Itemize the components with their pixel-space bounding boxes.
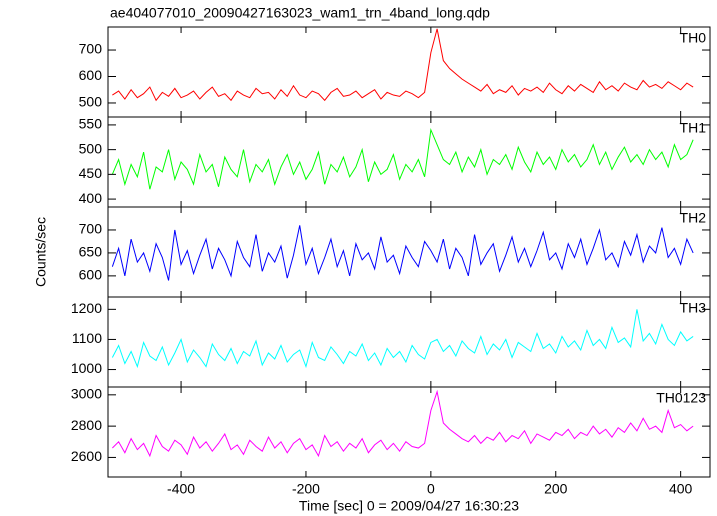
panel-label: TH2 (680, 210, 707, 226)
panel-frame (107, 296, 711, 388)
x-tick-label: 0 (427, 481, 435, 497)
x-tick-label: 400 (669, 481, 693, 497)
y-tick-label: 2600 (71, 448, 102, 464)
y-tick-label: 650 (79, 244, 103, 260)
x-tick-label: -400 (167, 481, 195, 497)
panel-label: TH0123 (656, 390, 706, 406)
chart-title: ae404077010_20090427163023_wam1_trn_4ban… (110, 5, 490, 21)
panel-label: TH0 (680, 30, 707, 46)
light-curve (111, 309, 694, 369)
light-curve (112, 28, 694, 102)
x-tick-label: -200 (292, 481, 320, 497)
light-curve (111, 127, 694, 190)
y-tick-label: 500 (79, 94, 103, 110)
y-tick-label: 3000 (71, 386, 102, 402)
light-curve (112, 389, 694, 458)
y-tick-label: 700 (79, 221, 103, 237)
x-tick-label: 200 (544, 481, 568, 497)
panel-label: TH1 (680, 120, 707, 136)
y-tick-label: 600 (79, 267, 103, 283)
panel-label: TH3 (680, 300, 707, 316)
y-tick-label: 550 (79, 116, 103, 132)
panel-frame (107, 386, 711, 478)
y-tick-label: 500 (79, 140, 103, 156)
y-tick-label: 600 (79, 67, 103, 83)
x-axis-label: Time [sec] 0 = 2009/04/27 16:30:23 (299, 498, 519, 514)
y-tick-label: 400 (79, 190, 103, 206)
light-curve (111, 225, 694, 281)
y-tick-label: 700 (79, 41, 103, 57)
y-tick-label: 1200 (71, 300, 102, 316)
y-tick-label: 1100 (72, 330, 102, 346)
y-tick-label: 1000 (71, 360, 102, 376)
y-axis-label: Counts/sec (33, 217, 49, 287)
y-tick-label: 450 (79, 165, 103, 181)
panel-frame (107, 26, 711, 118)
y-tick-label: 2800 (71, 417, 102, 433)
